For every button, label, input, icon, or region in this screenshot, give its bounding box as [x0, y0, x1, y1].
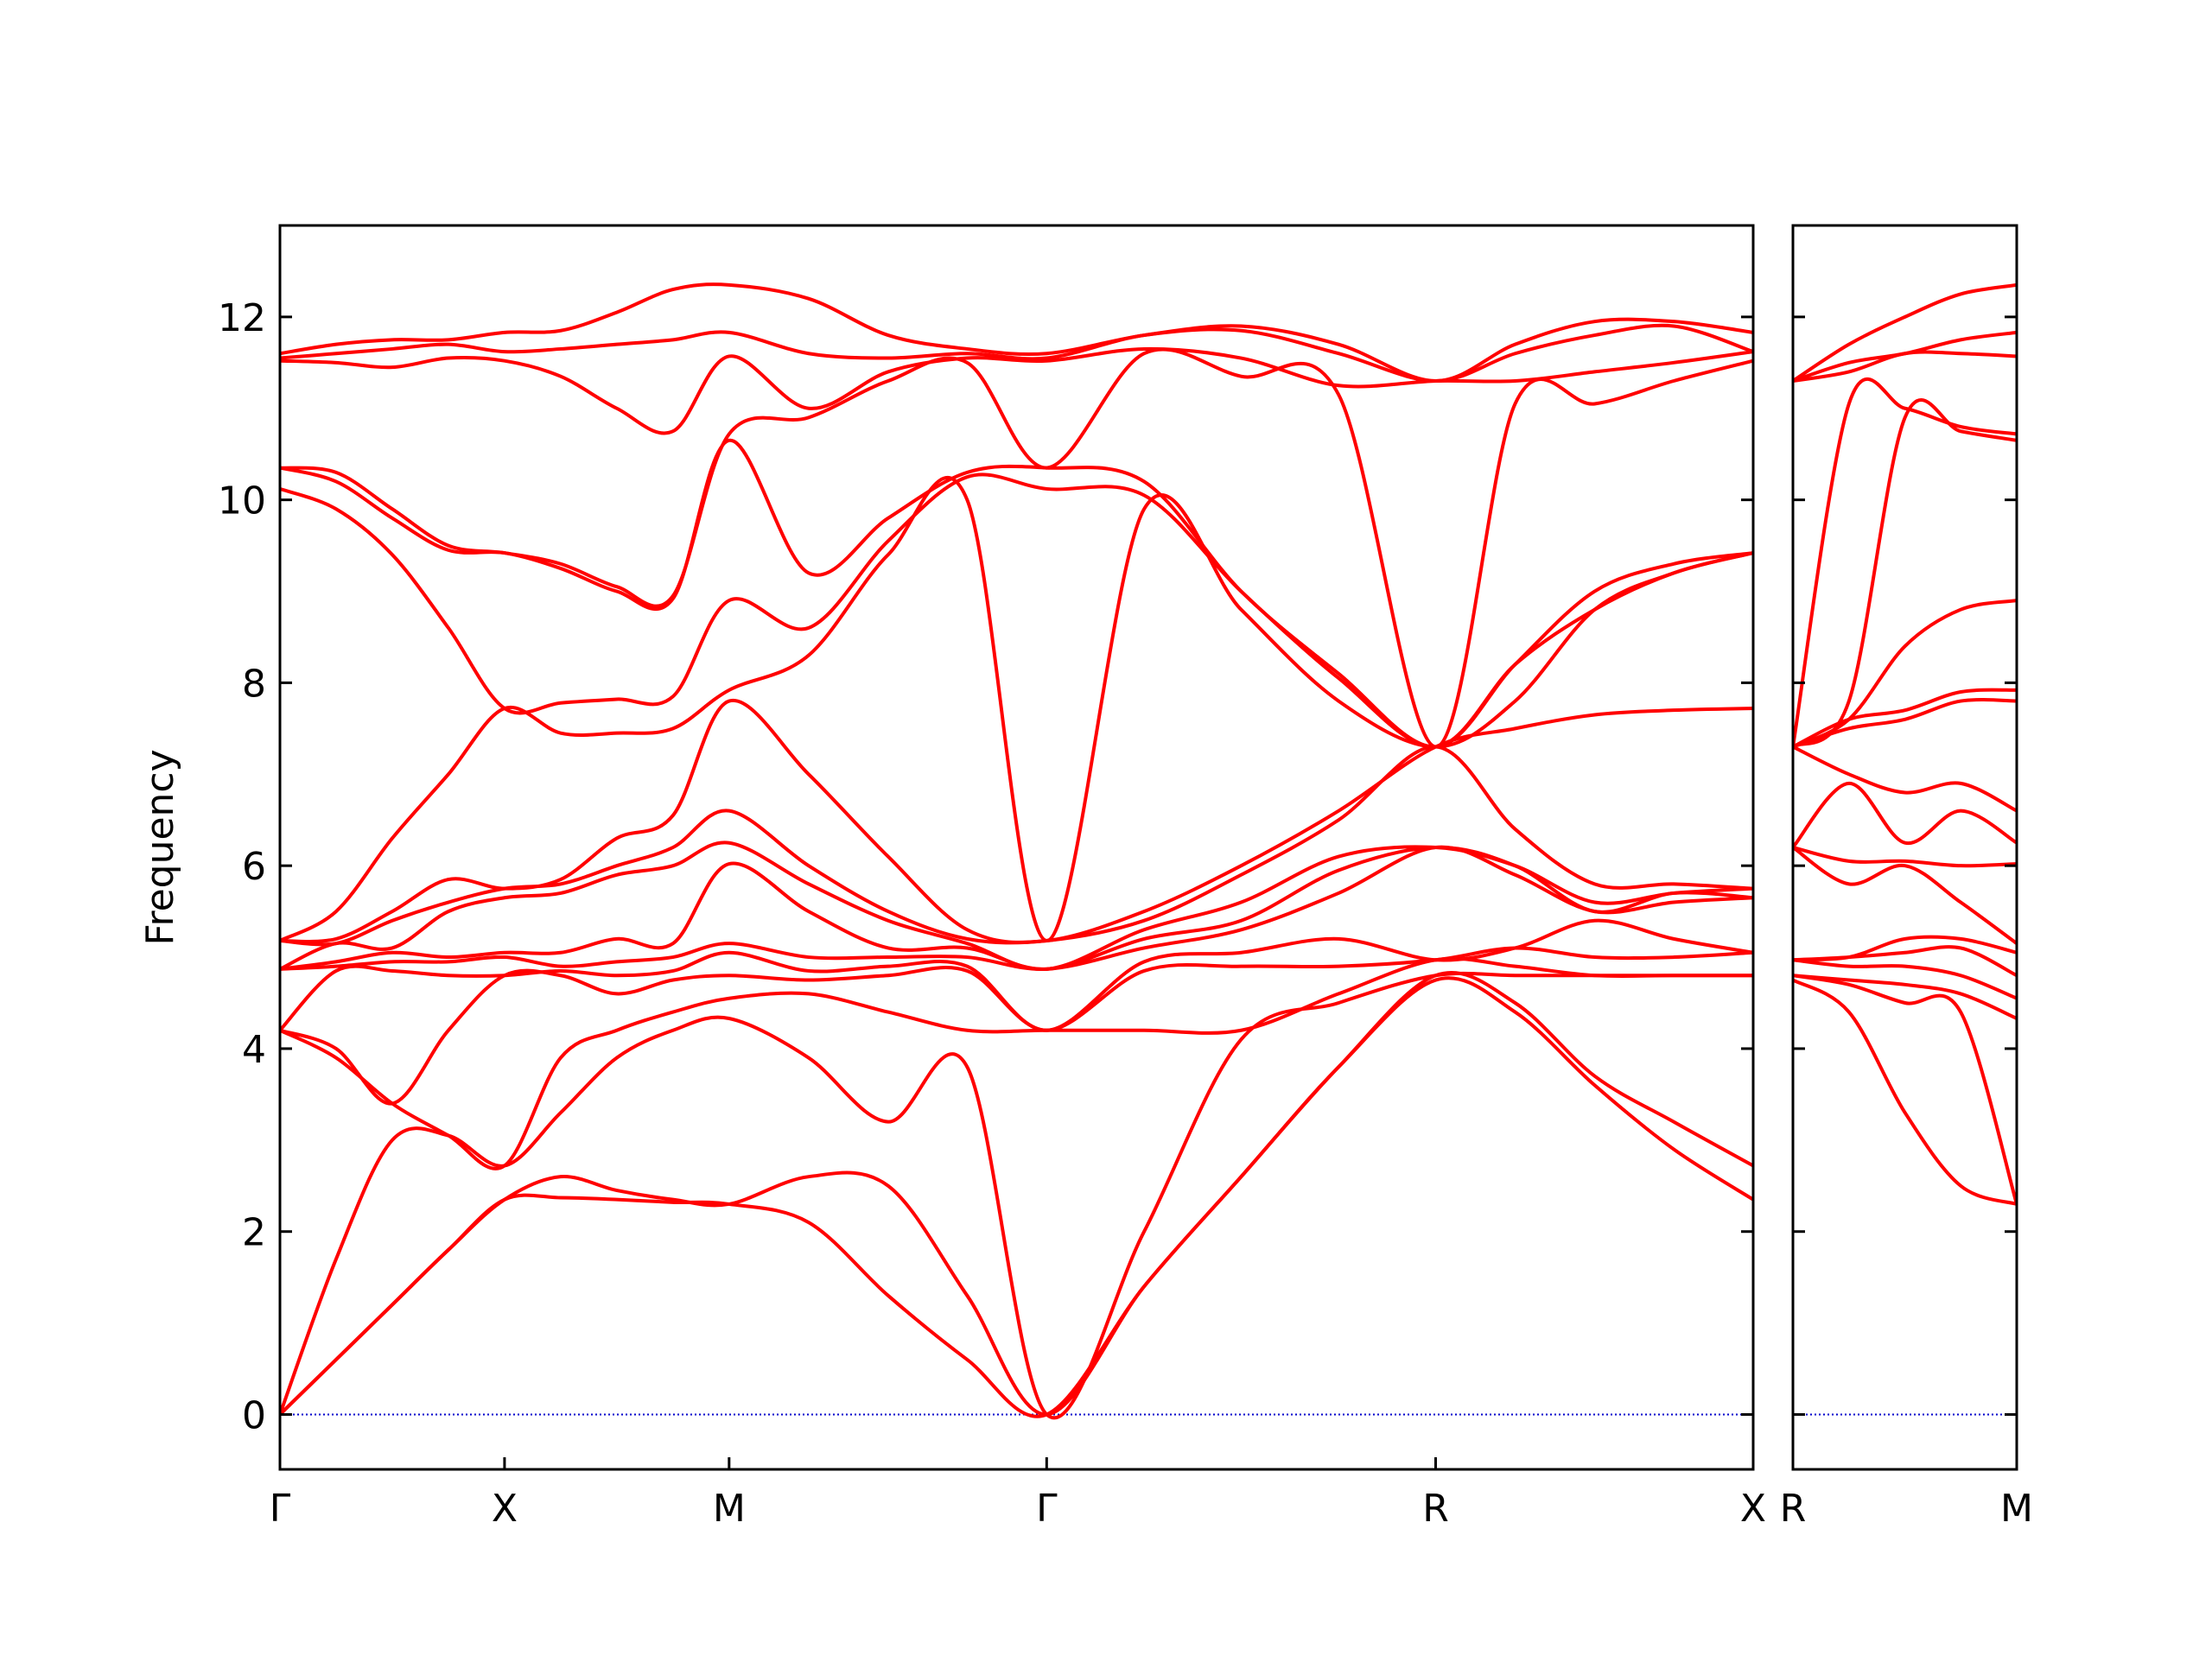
- y-tick-label: 12: [218, 296, 266, 340]
- band-line: [280, 841, 1753, 971]
- band-line: [1793, 846, 2017, 945]
- band-line: [280, 347, 1753, 749]
- y-tick-label: 2: [242, 1211, 266, 1255]
- x-tick-label: Γ: [1036, 1487, 1058, 1531]
- band-line: [280, 970, 1753, 1417]
- x-tick-label: R: [1422, 1487, 1449, 1531]
- axes-frame: [278, 224, 1755, 1471]
- x-tick-label: X: [492, 1487, 518, 1531]
- band-line: [280, 918, 1753, 1032]
- band-line: [280, 475, 1753, 943]
- x-tick-label: M: [2000, 1487, 2033, 1531]
- band-line: [280, 946, 1753, 1106]
- x-tick-label: R: [1780, 1487, 1807, 1531]
- axes-frame: [1791, 224, 2018, 1471]
- y-tick-label: 6: [242, 845, 266, 889]
- band-line: [1793, 974, 2017, 1205]
- band-line: [1793, 945, 2017, 978]
- band-line: [1793, 781, 2017, 849]
- band-line: [280, 845, 1753, 971]
- x-tick-label: X: [1740, 1487, 1766, 1531]
- band-line: [280, 323, 1753, 384]
- y-axis-label: Frequency: [138, 749, 182, 945]
- band-line: [1793, 398, 2017, 749]
- band-line: [280, 971, 1753, 1419]
- band-line: [1793, 698, 2017, 749]
- band-line: [1793, 599, 2017, 749]
- band-line: [280, 346, 1753, 435]
- band-line: [280, 282, 1753, 384]
- band-line: [1793, 846, 2017, 868]
- band-line: [1793, 688, 2017, 749]
- band-line: [280, 976, 1753, 1418]
- band-line: [280, 438, 1753, 749]
- band-line: [1793, 974, 2017, 1020]
- x-tick-label: Γ: [270, 1487, 291, 1531]
- band-line: [1793, 282, 2017, 383]
- band-line: [1793, 978, 2017, 1206]
- band-line: [1793, 935, 2017, 962]
- band-line: [1793, 377, 2017, 747]
- y-tick-label: 8: [242, 662, 266, 706]
- y-tick-label: 4: [242, 1028, 266, 1072]
- band-line: [1793, 958, 2017, 1000]
- band-line: [280, 473, 1753, 749]
- band-line: [280, 845, 1753, 971]
- band-line: [280, 699, 1753, 944]
- band-line: [280, 956, 1753, 1170]
- band-line: [1793, 330, 2017, 383]
- y-tick-label: 10: [218, 479, 266, 523]
- y-tick-label: 0: [242, 1393, 266, 1437]
- band-line: [1793, 745, 2017, 813]
- band-line: [280, 745, 1753, 947]
- x-tick-label: M: [713, 1487, 746, 1531]
